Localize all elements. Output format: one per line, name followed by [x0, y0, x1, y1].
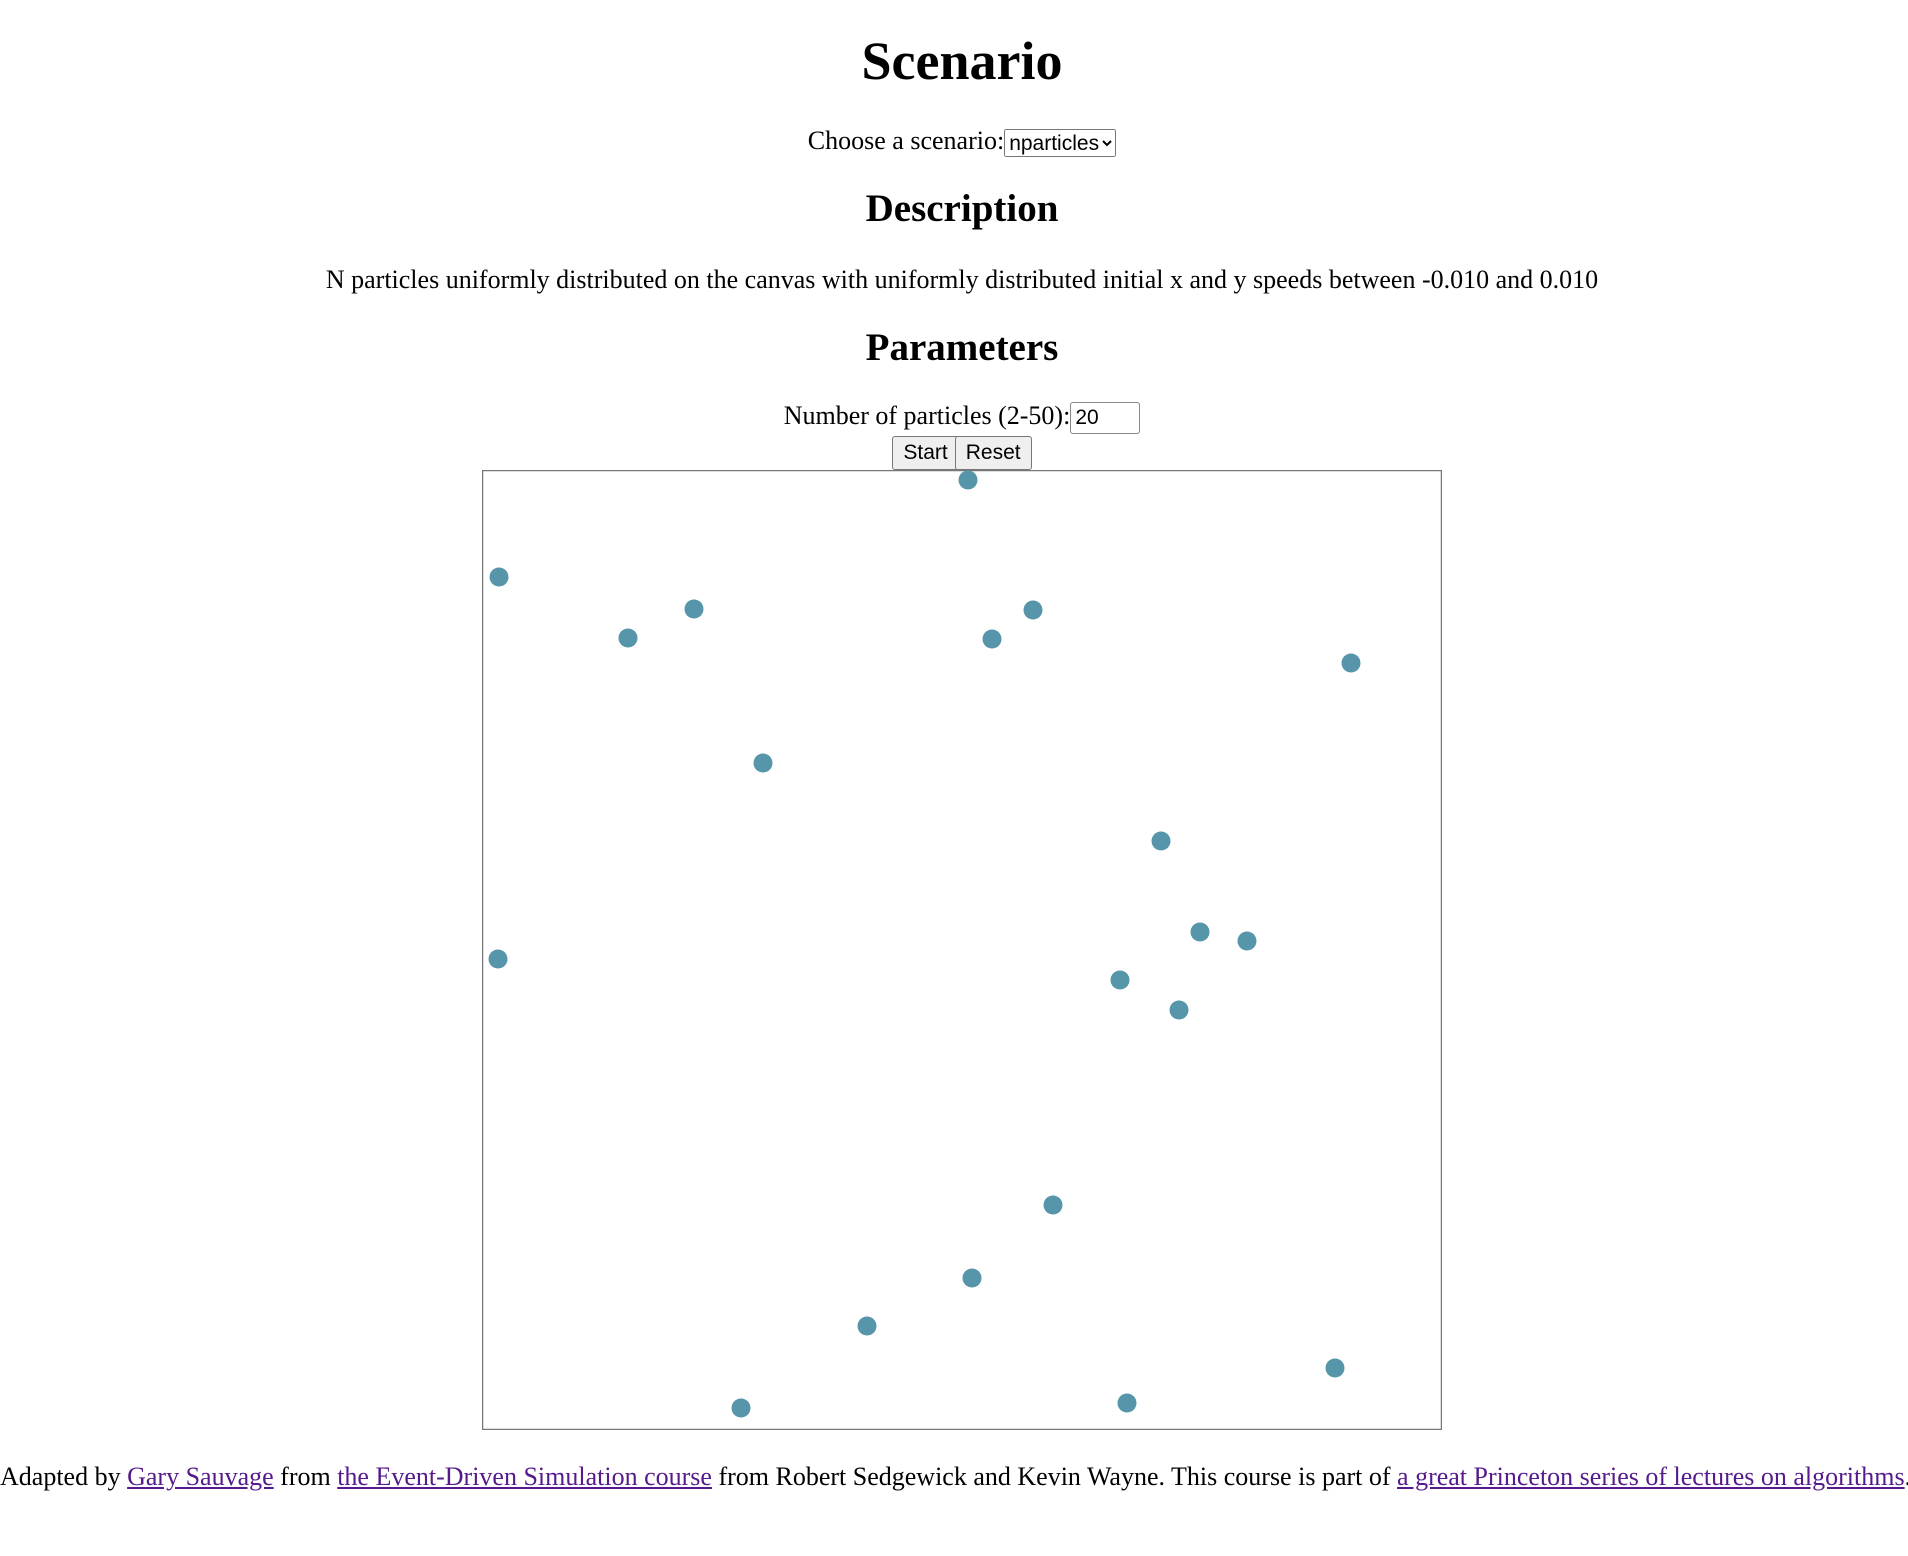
particle: [684, 599, 704, 619]
canvas-border: [482, 470, 1442, 1430]
footer-link[interactable]: the Event-Driven Simulation course: [337, 1462, 712, 1491]
particle: [1325, 1358, 1345, 1378]
particles-input[interactable]: [1070, 402, 1141, 435]
description-text: N particles uniformly distributed on the…: [325, 265, 1599, 294]
buttons-row: Start Reset: [16, 436, 1908, 470]
footer: Adapted by Gary Sauvage from the Event-D…: [0, 1461, 1908, 1493]
parameters-heading: Parameters: [865, 326, 1059, 369]
particle: [1190, 922, 1210, 942]
particle: [1169, 1000, 1189, 1020]
scenario-label: Choose a scenario:: [807, 126, 1005, 155]
particle: [1110, 970, 1130, 990]
particle: [1043, 1195, 1063, 1215]
scenario-select[interactable]: nparticles: [1004, 129, 1117, 158]
particles: [488, 470, 1361, 1418]
particle: [489, 567, 509, 587]
particle: [958, 470, 978, 490]
simulation-canvas: [482, 470, 1442, 1430]
particles-row: Number of particles (2-50):: [16, 400, 1908, 435]
particle: [753, 753, 773, 773]
footer-text: from: [280, 1462, 331, 1491]
footer-text: .: [1905, 1462, 1908, 1491]
start-button[interactable]: Start: [892, 436, 959, 470]
footer-text: from Robert Sedgewick and Kevin Wayne. T…: [718, 1462, 1391, 1491]
particle: [618, 628, 638, 648]
footer-text: Adapted by: [0, 1462, 121, 1491]
particle: [731, 1398, 751, 1418]
particle: [1117, 1393, 1137, 1413]
particle: [1341, 653, 1361, 673]
particle: [962, 1268, 982, 1288]
footer-link[interactable]: Gary Sauvage: [127, 1462, 274, 1491]
particle: [982, 629, 1002, 649]
particle: [488, 949, 508, 969]
particle: [1151, 831, 1171, 851]
scenario-row: Choose a scenario: nparticles: [16, 125, 1908, 158]
particle: [1237, 931, 1257, 951]
particle: [1023, 600, 1043, 620]
title: Scenario: [861, 31, 1063, 91]
particle: [857, 1316, 877, 1336]
description-heading: Description: [865, 187, 1059, 230]
reset-button[interactable]: Reset: [954, 436, 1032, 470]
footer-link[interactable]: a great Princeton series of lectures on …: [1397, 1462, 1905, 1491]
particles-label: Number of particles (2-50):: [783, 401, 1071, 430]
